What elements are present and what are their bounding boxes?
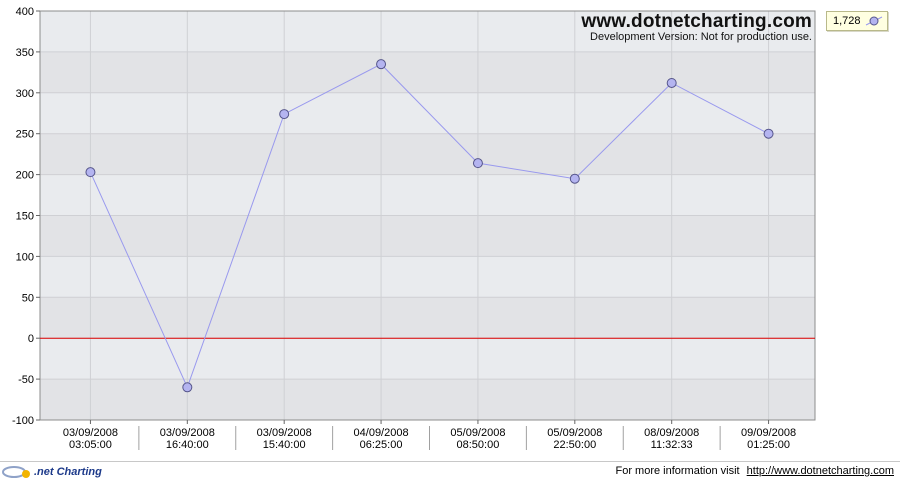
x-tick-label: 09/09/2008 xyxy=(741,427,796,439)
y-tick-label: 400 xyxy=(16,6,34,18)
x-tick-label: 15:40:00 xyxy=(263,439,306,451)
y-tick-label: 100 xyxy=(16,251,34,263)
data-point xyxy=(182,382,193,393)
x-tick-label: 08:50:00 xyxy=(457,439,500,451)
data-point xyxy=(472,158,483,169)
x-tick-label: 04/09/2008 xyxy=(354,427,409,439)
watermark-subtitle: Development Version: Not for production … xyxy=(590,31,812,43)
y-tick-label: 350 xyxy=(16,47,34,59)
dotnetcharting-logo: .net Charting xyxy=(2,464,102,480)
plot-band xyxy=(40,215,815,257)
data-point xyxy=(763,128,774,139)
logo-text: .net Charting xyxy=(34,466,102,478)
x-tick-label: 03:05:00 xyxy=(69,439,112,451)
plot-band xyxy=(40,92,815,134)
x-tick-label: 01:25:00 xyxy=(747,439,790,451)
x-tick-label: 03/09/2008 xyxy=(63,427,118,439)
footer-info-text: For more information visit xyxy=(615,465,740,477)
x-tick-label: 08/09/2008 xyxy=(644,427,699,439)
plot-band xyxy=(40,256,815,298)
footer-link[interactable]: http://www.dotnetcharting.com xyxy=(746,465,894,477)
legend-line-marker-icon xyxy=(865,16,883,26)
y-tick-label: 150 xyxy=(16,211,34,223)
legend-label: 1,728 xyxy=(833,15,861,27)
plot-band xyxy=(40,174,815,216)
y-tick-label: 50 xyxy=(22,292,34,304)
data-point xyxy=(666,77,677,88)
x-tick-label: 16:40:00 xyxy=(166,439,209,451)
series-line xyxy=(89,63,769,389)
plot-band xyxy=(40,133,815,175)
line-chart: -100 -50 0 50 100 150 200 250 300 350 400 03/09/200… xyxy=(12,6,816,451)
plot-band xyxy=(40,379,815,420)
data-point xyxy=(85,167,96,178)
y-tick-label: 0 xyxy=(28,333,34,345)
plot-band xyxy=(40,297,815,339)
x-tick-label: 05/09/2008 xyxy=(450,427,505,439)
legend: 1,728 xyxy=(826,11,888,31)
x-tick-label: 06:25:00 xyxy=(360,439,403,451)
x-tick-label: 22:50:00 xyxy=(553,439,596,451)
logo-swoosh-icon xyxy=(2,466,30,478)
y-tick-label: 250 xyxy=(16,129,34,141)
plot-band xyxy=(40,338,815,380)
y-tick-label: 200 xyxy=(16,170,34,182)
x-tick-label: 03/09/2008 xyxy=(160,427,215,439)
x-tick-label: 05/09/2008 xyxy=(547,427,602,439)
plot-band xyxy=(40,51,815,93)
y-tick-label: -50 xyxy=(18,374,34,386)
plot-band xyxy=(40,11,815,52)
x-tick-label: 11:32:33 xyxy=(651,439,693,451)
data-point xyxy=(279,109,290,120)
watermark-title: www.dotnetcharting.com xyxy=(581,11,812,32)
footer-info: For more information visit http://www.do… xyxy=(615,465,894,477)
data-point xyxy=(376,59,387,70)
footer-bar: .net Charting For more information visit… xyxy=(0,461,900,480)
y-tick-label: 300 xyxy=(16,88,34,100)
y-tick-label: -100 xyxy=(12,415,34,427)
data-point xyxy=(569,173,580,184)
x-tick-label: 03/09/2008 xyxy=(257,427,312,439)
